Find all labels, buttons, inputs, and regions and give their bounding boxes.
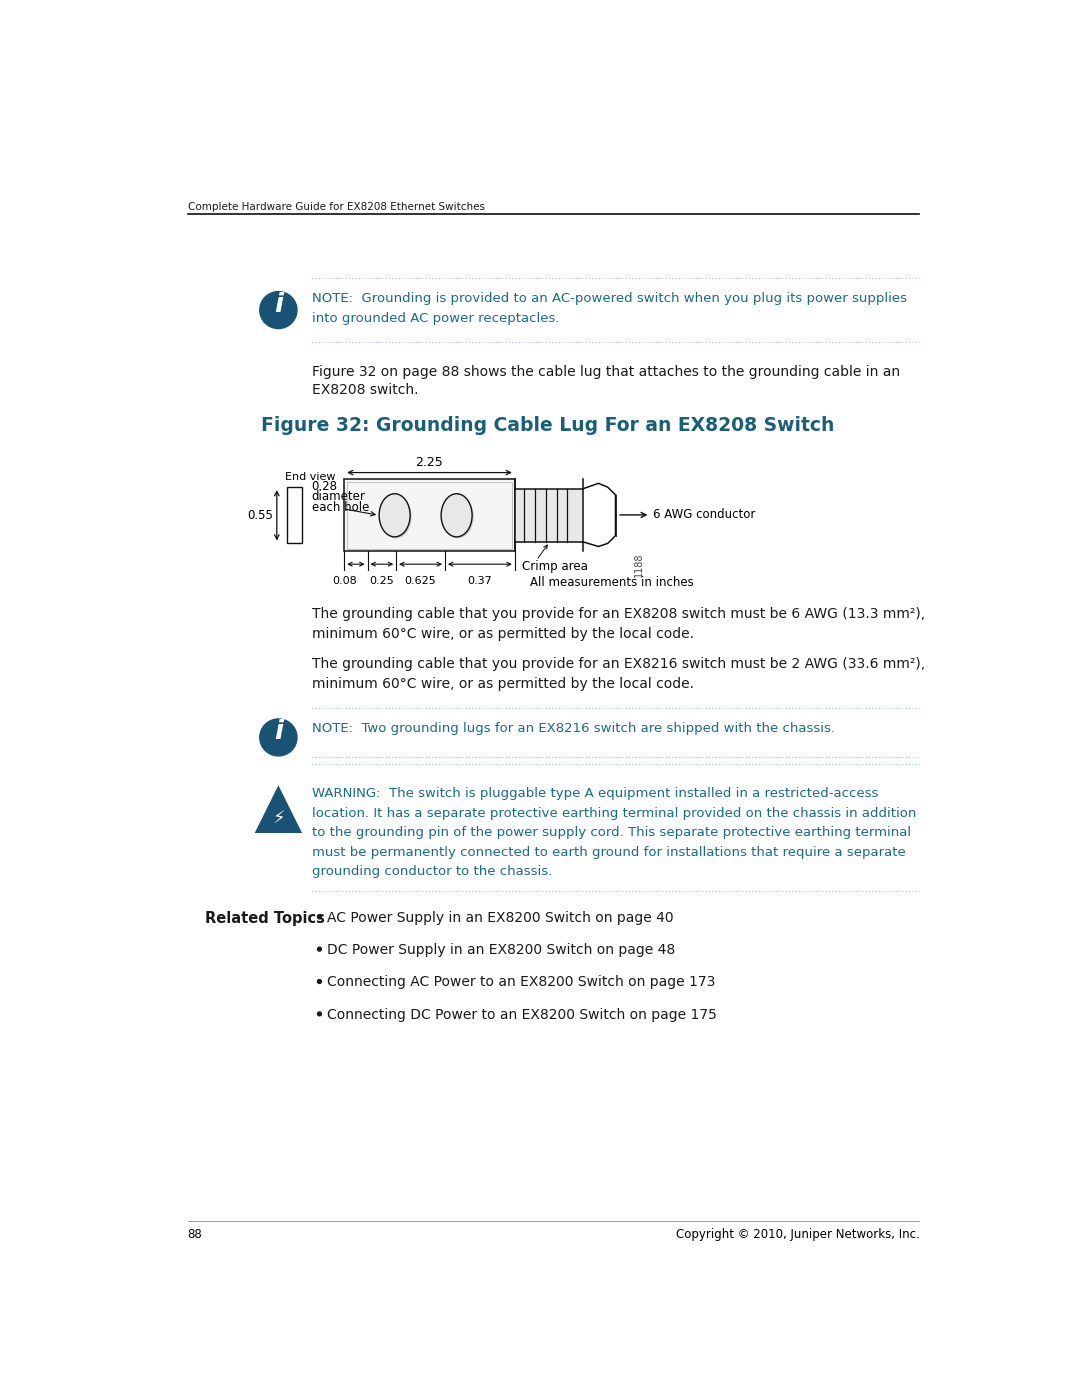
Text: DC Power Supply in an EX8200 Switch on page 48: DC Power Supply in an EX8200 Switch on p… [327,943,675,957]
Ellipse shape [443,496,474,538]
Text: minimum 60°C wire, or as permitted by the local code.: minimum 60°C wire, or as permitted by th… [312,678,693,692]
Text: i: i [274,292,283,317]
Text: All measurements in inches: All measurements in inches [530,576,694,588]
Text: 0.37: 0.37 [468,576,492,585]
Text: 0.08: 0.08 [332,576,356,585]
Text: Copyright © 2010, Juniper Networks, Inc.: Copyright © 2010, Juniper Networks, Inc. [676,1228,919,1241]
Bar [287,488,302,543]
Text: End view: End view [284,472,335,482]
Text: 0.55: 0.55 [247,509,273,522]
Text: 1188: 1188 [634,553,644,577]
Text: minimum 60°C wire, or as permitted by the local code.: minimum 60°C wire, or as permitted by th… [312,627,693,641]
Text: Figure 32: Grounding Cable Lug For an EX8208 Switch: Figure 32: Grounding Cable Lug For an EX… [260,415,834,434]
Text: Figure 32 on page 88 shows the cable lug that attaches to the grounding cable in: Figure 32 on page 88 shows the cable lug… [312,365,900,379]
Bar [345,479,515,550]
Text: AC Power Supply in an EX8200 Switch on page 40: AC Power Supply in an EX8200 Switch on p… [327,911,674,925]
Text: Complete Hardware Guide for EX8208 Ethernet Switches: Complete Hardware Guide for EX8208 Ether… [188,203,485,212]
Text: NOTE:  Two grounding lugs for an EX8216 switch are shipped with the chassis.: NOTE: Two grounding lugs for an EX8216 s… [312,722,835,735]
Circle shape [318,915,322,919]
Text: 0.28: 0.28 [312,479,338,493]
Text: diameter: diameter [312,489,365,503]
Text: Related Topics: Related Topics [205,911,325,926]
Text: Connecting AC Power to an EX8200 Switch on page 173: Connecting AC Power to an EX8200 Switch … [327,975,716,989]
Text: Connecting DC Power to an EX8200 Switch on page 175: Connecting DC Power to an EX8200 Switch … [327,1007,717,1021]
Text: Crimp area: Crimp area [523,560,589,573]
Text: 88: 88 [188,1228,202,1241]
Text: each hole: each hole [312,502,369,514]
Bar [347,482,512,549]
Text: ⚡: ⚡ [272,809,285,827]
Circle shape [318,979,322,983]
Circle shape [318,1011,322,1016]
Circle shape [318,947,322,951]
Text: The grounding cable that you provide for an EX8208 switch must be 6 AWG (13.3 mm: The grounding cable that you provide for… [312,606,924,620]
Text: 2.25: 2.25 [416,455,444,469]
Text: 0.625: 0.625 [404,576,436,585]
Ellipse shape [379,493,410,536]
Ellipse shape [441,493,472,536]
Text: i: i [274,719,283,745]
Text: NOTE:  Grounding is provided to an AC-powered switch when you plug its power sup: NOTE: Grounding is provided to an AC-pow… [312,292,907,326]
Circle shape [260,719,297,756]
Text: 6 AWG conductor: 6 AWG conductor [652,509,755,521]
Circle shape [260,292,297,328]
Polygon shape [254,784,303,834]
Text: EX8208 switch.: EX8208 switch. [312,383,418,397]
Text: 0.25: 0.25 [369,576,394,585]
Text: The grounding cable that you provide for an EX8216 switch must be 2 AWG (33.6 mm: The grounding cable that you provide for… [312,658,924,672]
Ellipse shape [380,496,411,538]
Bar [515,489,583,542]
Text: WARNING:  The switch is pluggable type A equipment installed in a restricted-acc: WARNING: The switch is pluggable type A … [312,788,916,879]
